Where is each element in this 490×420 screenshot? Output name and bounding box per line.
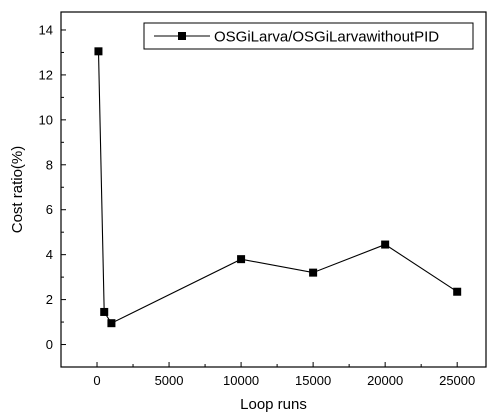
y-axis: 0 2 4 6 8 10 12 14: [39, 22, 66, 352]
y-tick-label-2: 2: [46, 292, 53, 307]
x-tick-label-20000: 20000: [367, 373, 403, 388]
plot-border: [60, 11, 487, 368]
x-tick-label-5000: 5000: [155, 373, 184, 388]
y-axis-title: Cost ratio(%): [9, 146, 26, 234]
y-tick-label-10: 10: [39, 112, 53, 127]
x-tick-label-15000: 15000: [295, 373, 331, 388]
series-layer: [94, 47, 462, 328]
y-tick-label-14: 14: [39, 22, 53, 37]
series-line-0: [97, 51, 458, 324]
legend: OSGiLarva/OSGiLarvawithoutPID: [143, 22, 474, 50]
y-tick-label-0: 0: [46, 337, 53, 352]
plot-frame: [60, 11, 487, 368]
x-axis-title: Loop runs: [240, 396, 307, 413]
x-tick-label-25000: 25000: [439, 373, 475, 388]
data-point-1: [100, 307, 109, 316]
y-tick-label-6: 6: [46, 202, 53, 217]
data-point-3: [237, 255, 246, 264]
data-point-5: [381, 240, 390, 249]
x-tick-label-10000: 10000: [223, 373, 259, 388]
legend-marker: [178, 32, 186, 40]
x-axis: 0 5000 10000 15000 20000 25000: [93, 362, 475, 388]
data-point-0: [94, 47, 103, 56]
data-point-6: [453, 287, 462, 296]
legend-label: OSGiLarva/OSGiLarvawithoutPID: [214, 29, 439, 46]
y-tick-label-12: 12: [39, 67, 53, 82]
data-point-2: [107, 319, 116, 328]
x-tick-label-0: 0: [93, 373, 100, 388]
y-tick-label-4: 4: [46, 247, 53, 262]
data-point-4: [309, 268, 318, 277]
y-tick-label-8: 8: [46, 157, 53, 172]
